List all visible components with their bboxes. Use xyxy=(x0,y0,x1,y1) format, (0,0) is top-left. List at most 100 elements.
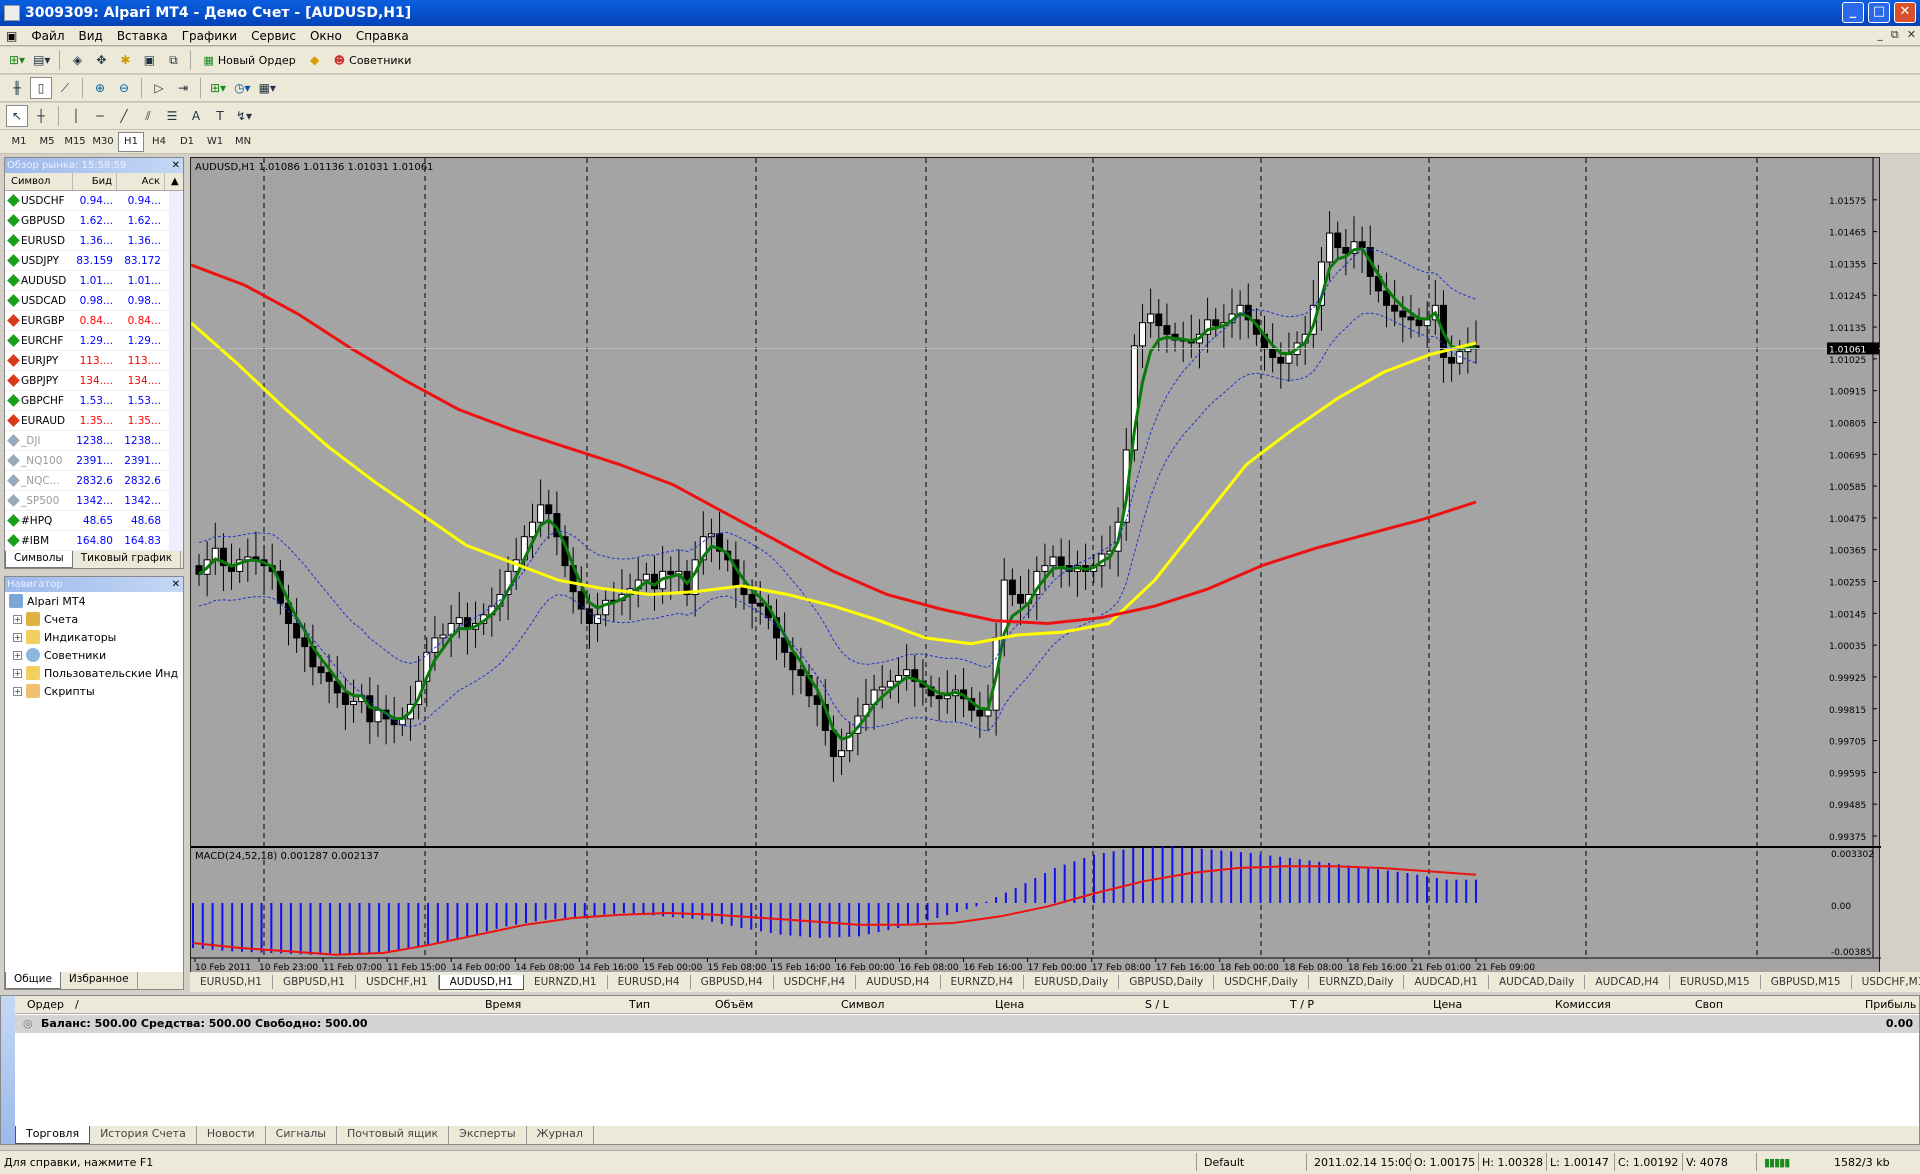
tab-favorites[interactable]: Избранное xyxy=(61,972,138,989)
crosshair-icon[interactable]: ┼ xyxy=(37,109,45,123)
expand-icon[interactable]: + xyxy=(13,632,22,642)
menu-view[interactable]: Вид xyxy=(78,28,103,43)
tab-tick-chart[interactable]: Тиковый график xyxy=(73,551,182,568)
chart-tab[interactable]: EURNZD,Daily xyxy=(1309,975,1405,989)
new-order-button[interactable]: ▦ Новый Ордер xyxy=(203,53,296,67)
col-type[interactable]: Тип xyxy=(629,998,651,1011)
col-commission[interactable]: Комиссия xyxy=(1555,998,1611,1011)
tf-d1[interactable]: D1 xyxy=(179,136,195,147)
balance-row[interactable]: ◎ Баланс: 500.00 Средства: 500.00 Свобод… xyxy=(15,1015,1919,1033)
market-watch-row[interactable]: EURAUD 1.35... 1.35... xyxy=(5,411,183,431)
chart-tab[interactable]: EURUSD,M15 xyxy=(1670,975,1761,989)
price-chart[interactable]: 1.01575 1.01465 1.01355 1.01245 1.01135 1.010… xyxy=(191,158,1881,973)
market-watch-row[interactable]: #HPQ 48.65 48.68 xyxy=(5,511,183,531)
tf-w1[interactable]: W1 xyxy=(206,136,224,147)
col-order[interactable]: Ордер xyxy=(27,998,64,1011)
indicators-icon[interactable]: ⊞▾ xyxy=(210,81,227,95)
market-watch-row[interactable]: _SP500 1342... 1342... xyxy=(5,491,183,511)
close-button[interactable]: ✕ xyxy=(1894,2,1916,23)
tab-account-history[interactable]: История Счета xyxy=(90,1126,197,1144)
col-tp[interactable]: T / P xyxy=(1290,998,1315,1011)
chart-tab[interactable]: USDCHF,H1 xyxy=(356,975,439,989)
chart-tab[interactable]: AUDCAD,H4 xyxy=(1585,975,1670,989)
tab-experts[interactable]: Эксперты xyxy=(449,1126,527,1144)
folder-icon[interactable]: ✱ xyxy=(120,53,131,67)
terminal-icon[interactable]: ▣ xyxy=(143,53,156,67)
tab-news[interactable]: Новости xyxy=(197,1126,266,1144)
col-sl[interactable]: S / L xyxy=(1145,998,1169,1011)
expand-icon[interactable]: + xyxy=(13,686,22,696)
market-watch-row[interactable]: GBPCHF 1.53... 1.53... xyxy=(5,391,183,411)
market-watch-row[interactable]: USDCAD 0.98... 0.98... xyxy=(5,291,183,311)
tab-mailbox[interactable]: Почтовый ящик xyxy=(337,1126,450,1144)
templates-icon[interactable]: ▦▾ xyxy=(258,81,276,95)
tf-m30[interactable]: M30 xyxy=(92,136,114,147)
nav-custom-indicators[interactable]: + Пользовательские Индик xyxy=(13,666,179,680)
menu-file[interactable]: Файл xyxy=(31,28,65,43)
market-watch-row[interactable]: GBPUSD 1.62... 1.62... xyxy=(5,211,183,231)
mdi-restore-icon[interactable]: ⧉ xyxy=(1890,28,1899,41)
market-watch-row[interactable]: _NQ100 2391... 2391... xyxy=(5,451,183,471)
autoscroll-icon[interactable]: ▷ xyxy=(154,81,164,95)
chart-tab[interactable]: USDCHF,Daily xyxy=(1214,975,1309,989)
col-symbol[interactable]: Символ xyxy=(5,173,73,190)
chart-tab[interactable]: EURNZD,H4 xyxy=(941,975,1025,989)
chart-tab[interactable]: EURUSD,H4 xyxy=(608,975,691,989)
market-watch-row[interactable]: EURJPY 113.... 113.... xyxy=(5,351,183,371)
minimize-button[interactable]: _ xyxy=(1842,2,1864,23)
tf-m5[interactable]: M5 xyxy=(39,136,55,147)
mdi-close-icon[interactable]: ✕ xyxy=(1906,28,1916,41)
horizontal-line-icon[interactable]: ─ xyxy=(96,109,104,123)
cursor-icon[interactable]: ↖ xyxy=(6,105,28,127)
close-icon[interactable]: ✕ xyxy=(171,160,180,171)
profiles-icon[interactable]: ▤▾ xyxy=(33,53,51,67)
fibo-icon[interactable]: ☰ xyxy=(166,109,178,123)
tf-h1[interactable]: H1 xyxy=(118,131,144,152)
tf-h4[interactable]: H4 xyxy=(152,136,166,147)
col-cur-price[interactable]: Цена xyxy=(1433,998,1463,1011)
market-watch-row[interactable]: EURCHF 1.29... 1.29... xyxy=(5,331,183,351)
bar-chart-icon[interactable]: ╫ xyxy=(13,81,21,95)
arrows-icon[interactable]: ↯▾ xyxy=(236,109,253,123)
tab-trade[interactable]: Торговля xyxy=(15,1126,91,1144)
col-price[interactable]: Цена xyxy=(995,998,1025,1011)
market-watch-row[interactable]: AUDUSD 1.01... 1.01... xyxy=(5,271,183,291)
col-symbol[interactable]: Символ xyxy=(841,998,885,1011)
text-icon[interactable]: A xyxy=(191,109,201,123)
col-bid[interactable]: Бид xyxy=(73,173,117,190)
market-watch-row[interactable]: USDCHF 0.94... 0.94... xyxy=(5,191,183,211)
chart-tab[interactable]: USDCHF,M15 xyxy=(1852,975,1920,989)
chart-tab[interactable]: GBPUSD,H1 xyxy=(273,975,356,989)
chart-tab[interactable]: GBPUSD,Daily xyxy=(1119,975,1215,989)
tab-journal[interactable]: Журнал xyxy=(527,1126,594,1144)
experts-button[interactable]: ☻ Советники xyxy=(333,53,412,67)
menu-charts[interactable]: Графики xyxy=(181,28,238,43)
line-chart-icon[interactable]: ⟋ xyxy=(60,80,70,95)
menu-tools[interactable]: Сервис xyxy=(251,28,296,43)
navigator-icon[interactable]: ✥ xyxy=(96,53,107,67)
tf-mn[interactable]: MN xyxy=(234,136,252,147)
periods-icon[interactable]: ◷▾ xyxy=(234,81,251,95)
market-watch-row[interactable]: EURGBP 0.84... 0.84... xyxy=(5,311,183,331)
nav-accounts[interactable]: + Счета xyxy=(13,612,79,626)
chart-tab[interactable]: EURUSD,Daily xyxy=(1024,975,1120,989)
nav-scripts[interactable]: + Скрипты xyxy=(13,684,95,698)
col-time[interactable]: Время xyxy=(485,998,522,1011)
market-watch-row[interactable]: USDJPY 83.159 83.172 xyxy=(5,251,183,271)
tab-common[interactable]: Общие xyxy=(5,972,61,989)
col-ask[interactable]: Аск xyxy=(117,173,165,190)
vertical-line-icon[interactable]: │ xyxy=(72,109,80,123)
expand-icon[interactable]: + xyxy=(13,668,22,678)
menu-insert[interactable]: Вставка xyxy=(116,28,168,43)
candle-chart-icon[interactable]: ▯ xyxy=(30,77,52,99)
close-icon[interactable]: ✕ xyxy=(171,579,180,590)
expand-icon[interactable]: + xyxy=(13,650,22,660)
mdi-icon[interactable]: ▣ xyxy=(6,28,18,43)
metaeditor-icon[interactable]: ◆ xyxy=(310,53,320,67)
mdi-minimize-icon[interactable]: _ xyxy=(1877,28,1883,41)
zoom-in-icon[interactable]: ⊕ xyxy=(94,81,106,95)
market-watch-row[interactable]: _NQC... 2832.6 2832.6 xyxy=(5,471,183,491)
trendline-icon[interactable]: ╱ xyxy=(120,109,128,123)
chart-window[interactable]: 1.01575 1.01465 1.01355 1.01245 1.01135 1.010… xyxy=(190,157,1881,987)
market-watch-row[interactable]: #IBM 164.80 164.83 xyxy=(5,531,183,551)
